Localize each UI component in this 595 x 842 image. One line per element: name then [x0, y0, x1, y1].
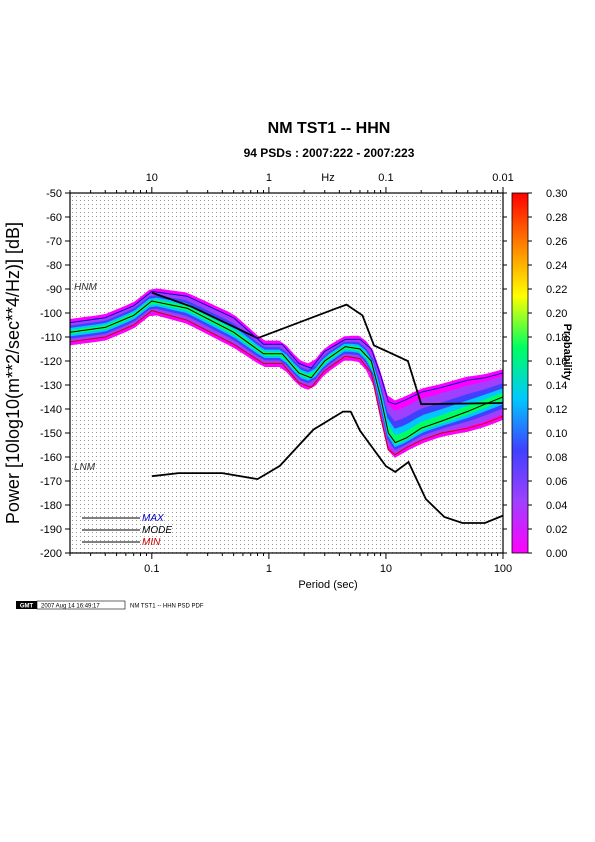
y-tick-label: -160	[40, 452, 62, 464]
y-tick-label: -200	[40, 548, 62, 560]
x-tick-label: 100	[494, 563, 512, 575]
y-tick-label: -100	[40, 308, 62, 320]
legend-label-mode: MODE	[142, 525, 172, 536]
colorbar-tick-label: 0.06	[546, 476, 567, 488]
footer-caption: NM TST1 -- HHN PSD PDF	[130, 604, 204, 610]
series-lines	[70, 290, 503, 524]
y-tick-label: -60	[46, 212, 62, 224]
y-tick-label: -80	[46, 260, 62, 272]
colorbar-tick-label: 0.22	[546, 284, 567, 296]
colorbar-label: Probability	[561, 324, 573, 382]
y-tick-label: -70	[46, 236, 62, 248]
colorbar-tick-label: 0.08	[546, 452, 567, 464]
top-frequency-axis: 10 1 0.1 0.01	[146, 172, 514, 184]
pdf-density-layer	[70, 288, 503, 458]
y-tick-label: -110	[41, 332, 62, 344]
colorbar-tick-label: 0.14	[546, 380, 567, 392]
y-tick-label: -50	[46, 188, 62, 200]
hnm-annotation: HNM	[74, 282, 97, 293]
colorbar-tick-label: 0.18	[546, 332, 567, 344]
lnm-annotation: LNM	[74, 462, 96, 473]
colorbar-tick-label: 0.20	[546, 308, 567, 320]
colorbar-tick-label: 0.28	[546, 212, 567, 224]
colorbar-tick-label: 0.30	[546, 188, 567, 200]
x-tick-label: 1	[266, 563, 272, 575]
series-max-line	[70, 290, 503, 405]
colorbar-tick-label: 0.00	[546, 548, 567, 560]
series-min-line	[70, 310, 503, 456]
y-tick-label: -190	[40, 524, 62, 536]
top-tick-label: 0.1	[378, 172, 393, 184]
colorbar	[511, 192, 529, 554]
colorbar-tick-label: 0.16	[546, 356, 567, 368]
density-band-2	[70, 291, 503, 454]
plot-frame	[69, 192, 504, 554]
colorbar-tick-label: 0.26	[546, 236, 567, 248]
colorbar-tick-label: 0.10	[546, 428, 567, 440]
legend-label-min: MIN	[142, 537, 161, 548]
top-tick-label: 1	[266, 172, 272, 184]
series-hnm-line	[151, 291, 503, 406]
y-tick-label: -120	[40, 356, 62, 368]
colorbar-ticks: 0.30 0.28 0.26 0.24 0.22 0.20 0.18 0.16 0.14 0.12…	[528, 188, 567, 560]
series-mode-line	[70, 300, 503, 444]
chart-title: NM TST1 -- HHN	[268, 120, 391, 137]
x-tick-label: 10	[380, 563, 392, 575]
x-tick-label: 0.1	[144, 563, 159, 575]
y-tick-label: -130	[40, 380, 62, 392]
y-axis: -50 -60 -70 -80 -90 -100 -110 -120 -130 -140 -150 -…	[40, 188, 507, 560]
series-lnm-line	[151, 410, 503, 524]
chart-subtitle: 94 PSDs : 2007:222 - 2007:223	[244, 146, 415, 160]
colorbar-tick-label: 0.02	[546, 524, 567, 536]
top-tick-label: 10	[146, 172, 158, 184]
y-tick-label: -150	[40, 428, 62, 440]
top-axis-label: Hz	[321, 172, 334, 184]
legend-label-max: MAX	[142, 513, 164, 524]
colorbar-tick-label: 0.24	[546, 260, 567, 272]
y-tick-label: -140	[40, 404, 62, 416]
y-tick-label: -90	[46, 284, 62, 296]
plot-grid	[70, 193, 503, 553]
colorbar-tick-label: 0.12	[546, 404, 567, 416]
footer: GMT 2007 Aug 14 16:49:17 NM TST1 -- HHN …	[16, 600, 204, 610]
y-tick-label: -180	[40, 500, 62, 512]
top-tick-label: 0.01	[492, 172, 513, 184]
y-axis-label: Power [10log10(m**2/sec**4/Hz)] [dB]	[3, 222, 23, 524]
gmt-logo-box	[16, 601, 37, 609]
x-axis: 0.1 1 10 100	[69, 187, 512, 575]
timestamp-box	[36, 600, 126, 610]
x-axis-label: Period (sec)	[298, 579, 357, 591]
gmt-logo: GMT	[20, 604, 34, 610]
colorbar-tick-label: 0.04	[546, 500, 567, 512]
y-tick-label: -170	[40, 476, 62, 488]
footer-timestamp: 2007 Aug 14 16:49:17	[41, 604, 100, 610]
